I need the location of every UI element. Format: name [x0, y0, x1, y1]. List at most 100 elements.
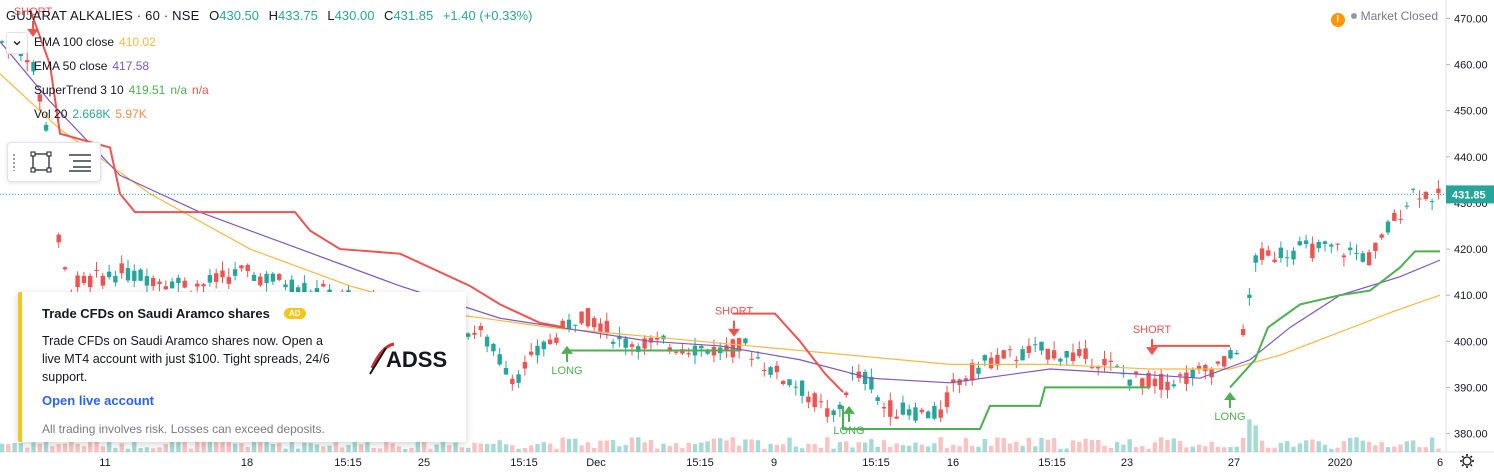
advertisement-card[interactable]: Trade CFDs on Saudi Aramco shares AD Tra… [18, 292, 466, 442]
candle-body [970, 362, 975, 381]
candle-body [787, 379, 792, 386]
candle-body [295, 287, 301, 293]
price-tick-label: 400.00 [1454, 336, 1488, 348]
open-value: 430.50 [219, 8, 260, 23]
volume-bar [1310, 439, 1315, 452]
volume-bar [844, 441, 849, 452]
time-tick-label: Dec [586, 457, 606, 469]
legend-supertrend[interactable]: SuperTrend 3 10 419.51 n/a n/a [0, 78, 214, 102]
volume-bar [1051, 438, 1057, 452]
volume-bar [1385, 447, 1391, 452]
volume-bar [629, 437, 635, 452]
volume-bar [592, 447, 597, 452]
volume-bar [421, 437, 427, 452]
warning-icon[interactable]: ! [1330, 13, 1345, 27]
indicator-legend: EMA 100 close 410.02 EMA 50 close 417.58 S… [0, 30, 214, 126]
candle-body [982, 355, 987, 361]
volume-bar [856, 442, 861, 452]
volume-bar [1108, 447, 1113, 452]
volume-bar [352, 439, 357, 452]
volume-bar [932, 443, 937, 452]
volume-bar [151, 448, 156, 452]
candle-body [541, 341, 546, 350]
volume-bar [358, 444, 364, 452]
time-tick-label: 15:15 [1038, 457, 1066, 469]
volume-bar [1159, 437, 1164, 452]
legend-ema50[interactable]: EMA 50 close 417.58 [0, 54, 214, 78]
time-tick-label: 23 [1121, 457, 1133, 469]
candle-body [806, 396, 811, 403]
volume-bar [1133, 447, 1139, 452]
volume-bar [1411, 440, 1416, 452]
candle-body [762, 369, 767, 371]
candle-body [1366, 252, 1372, 266]
volume-bar [1266, 447, 1271, 452]
volume-bar [1341, 441, 1347, 452]
candle-body [554, 337, 559, 343]
volume-bar [1278, 442, 1284, 452]
candle-body [1001, 350, 1006, 359]
volume-bar [604, 440, 609, 452]
candle-body [207, 275, 213, 283]
candle-body [724, 345, 729, 352]
symbol-header: GUJARAT ALKALIES · 60 · NSE O430.50 H433… [6, 8, 532, 23]
market-status[interactable]: ! Market Closed [1330, 9, 1438, 27]
object-tree-button[interactable] [66, 149, 92, 175]
candle-body [699, 345, 704, 349]
volume-bar [598, 440, 603, 452]
volume-bar [799, 448, 805, 452]
volume-bar [1083, 438, 1088, 452]
volume-bar [1373, 445, 1378, 452]
toolbar-grip-icon[interactable] [12, 153, 16, 171]
candle-body [1045, 348, 1050, 360]
volume-label: Vol 20 [34, 107, 68, 121]
candle-body [1354, 253, 1359, 255]
candle-body [1266, 250, 1271, 256]
candle-body [1335, 243, 1340, 245]
open-label: O [209, 8, 220, 23]
volume-bar [1398, 444, 1403, 452]
volume-bar [1064, 448, 1069, 452]
low-label: L [327, 8, 335, 23]
legend-collapse-button[interactable] [6, 32, 28, 54]
candle-body [667, 347, 672, 352]
volume-bar [232, 443, 238, 452]
volume-bar [1171, 438, 1176, 452]
legend-volume[interactable]: Vol 20 2.668K 5.97K [0, 102, 214, 126]
volume-bar [1272, 447, 1277, 452]
time-tick-label: 9 [771, 457, 777, 469]
volume-bar [1096, 439, 1101, 452]
volume-bar [1247, 419, 1252, 452]
volume-bar [302, 442, 307, 452]
volume-bar [340, 447, 345, 452]
supertrend-value: 419.51 [128, 83, 166, 97]
open-live-account-link[interactable]: Open live account [42, 393, 154, 408]
volume-bar [390, 443, 395, 452]
volume-bar [1429, 437, 1435, 452]
volume-bar [699, 442, 704, 452]
volume-bar [661, 443, 666, 452]
volume-bar [963, 438, 969, 452]
volume-bar [466, 447, 471, 452]
candle-body [610, 341, 616, 344]
long-arrow-icon [843, 405, 855, 414]
volume-bar [900, 445, 906, 452]
volume-bar [818, 447, 824, 452]
legend-ema100[interactable]: EMA 100 close 410.02 [0, 30, 214, 54]
volume-bar [1297, 443, 1302, 452]
volume-bar [547, 443, 553, 452]
volume-bar [825, 437, 830, 452]
candle-body [478, 325, 483, 331]
gear-icon[interactable] [1460, 454, 1474, 468]
candle-body [1140, 378, 1145, 388]
symbol-title[interactable]: GUJARAT ALKALIES · 60 · NSE [6, 8, 200, 23]
volume-bar [472, 442, 477, 452]
rectangle-tool-button[interactable] [28, 149, 54, 175]
short-arrow-icon [1146, 347, 1158, 356]
lines-icon [69, 154, 91, 172]
volume-value-1: 2.668K [72, 107, 111, 121]
candle-body [1436, 188, 1441, 194]
volume-bar [617, 446, 622, 452]
volume-bar [295, 448, 301, 452]
candle-body [938, 409, 943, 418]
